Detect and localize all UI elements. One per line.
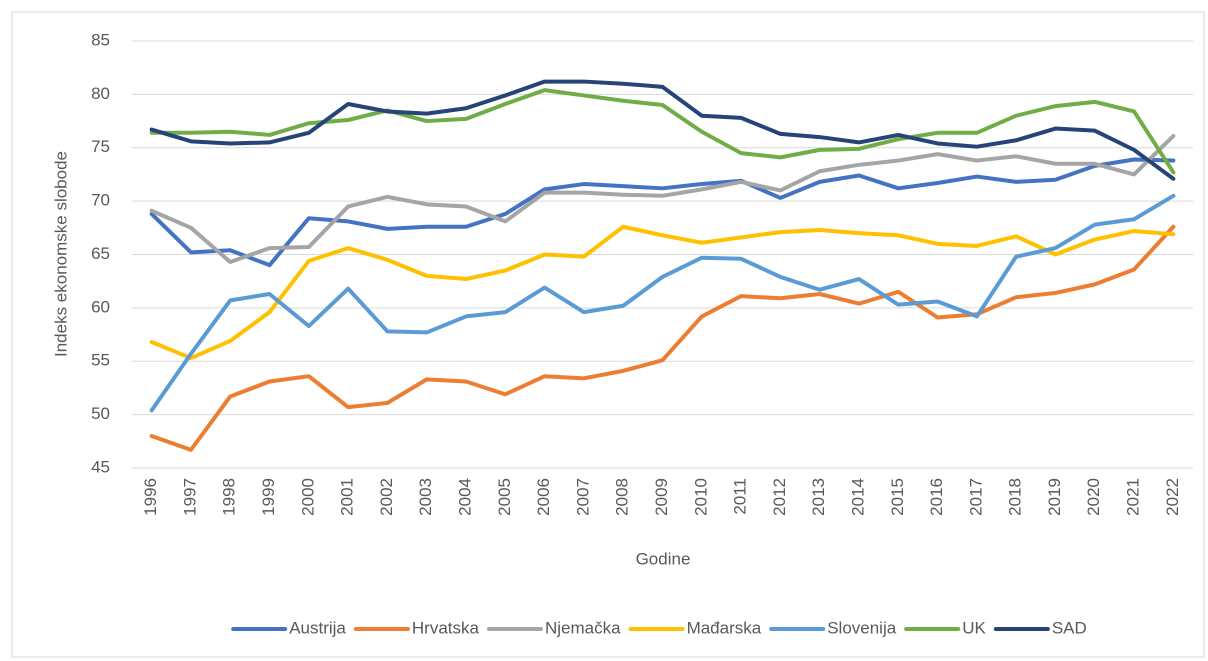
x-tick-label: 2001 xyxy=(338,478,357,516)
y-axis-label: Indeks ekonomske slobode xyxy=(51,151,70,357)
legend-label: Njemačka xyxy=(545,618,621,637)
x-tick-label: 1996 xyxy=(141,478,160,516)
x-tick-label: 2015 xyxy=(888,478,907,516)
x-tick-label: 2020 xyxy=(1084,478,1103,516)
y-tick-label: 60 xyxy=(91,297,110,316)
x-tick-label: 1998 xyxy=(220,478,239,516)
x-tick-label: 2008 xyxy=(613,478,632,516)
x-tick-label: 2012 xyxy=(770,478,789,516)
series-line xyxy=(149,193,1176,413)
legend-label: SAD xyxy=(1052,618,1087,637)
series-line xyxy=(149,224,1176,361)
legend-label: UK xyxy=(962,618,986,637)
chart-border xyxy=(11,11,1205,658)
y-tick-label: 75 xyxy=(91,137,110,156)
x-tick-label: 2016 xyxy=(927,478,946,516)
y-tick-label: 50 xyxy=(91,404,110,423)
y-tick-label: 45 xyxy=(91,457,110,476)
x-tick-label: 1997 xyxy=(180,478,199,516)
y-tick-label: 85 xyxy=(91,30,110,49)
x-tick-label: 2017 xyxy=(966,478,985,516)
series-line xyxy=(149,224,1176,452)
legend-label: Slovenija xyxy=(827,618,897,637)
x-axis-label: Godine xyxy=(636,549,691,568)
x-tick-label: 2022 xyxy=(1163,478,1182,516)
y-tick-label: 55 xyxy=(91,351,110,370)
x-tick-label: 2002 xyxy=(377,478,396,516)
legend-label: Mađarska xyxy=(687,618,762,637)
x-tick-label: 2003 xyxy=(416,478,435,516)
series-line xyxy=(149,134,1176,264)
x-tick-label: 2018 xyxy=(1006,478,1025,516)
x-tick-label: 2009 xyxy=(652,478,671,516)
series-line xyxy=(149,157,1176,268)
x-tick-label: 2004 xyxy=(456,478,475,516)
x-tick-label: 2005 xyxy=(495,478,514,516)
series-line xyxy=(149,79,1176,181)
x-tick-label: 2007 xyxy=(573,478,592,516)
x-tick-label: 2014 xyxy=(848,478,867,516)
x-tick-label: 2013 xyxy=(809,478,828,516)
legend-label: Austrija xyxy=(289,618,346,637)
x-tick-label: 2019 xyxy=(1045,478,1064,516)
x-tick-label: 2010 xyxy=(691,478,710,516)
x-tick-label: 1999 xyxy=(259,478,278,516)
y-tick-label: 65 xyxy=(91,244,110,263)
x-tick-label: 2021 xyxy=(1124,478,1143,516)
legend-label: Hrvatska xyxy=(412,618,480,637)
x-tick-label: 2000 xyxy=(298,478,317,516)
y-tick-label: 70 xyxy=(91,191,110,210)
y-tick-label: 80 xyxy=(91,84,110,103)
x-tick-label: 2006 xyxy=(534,478,553,516)
x-tick-label: 2011 xyxy=(731,478,750,515)
